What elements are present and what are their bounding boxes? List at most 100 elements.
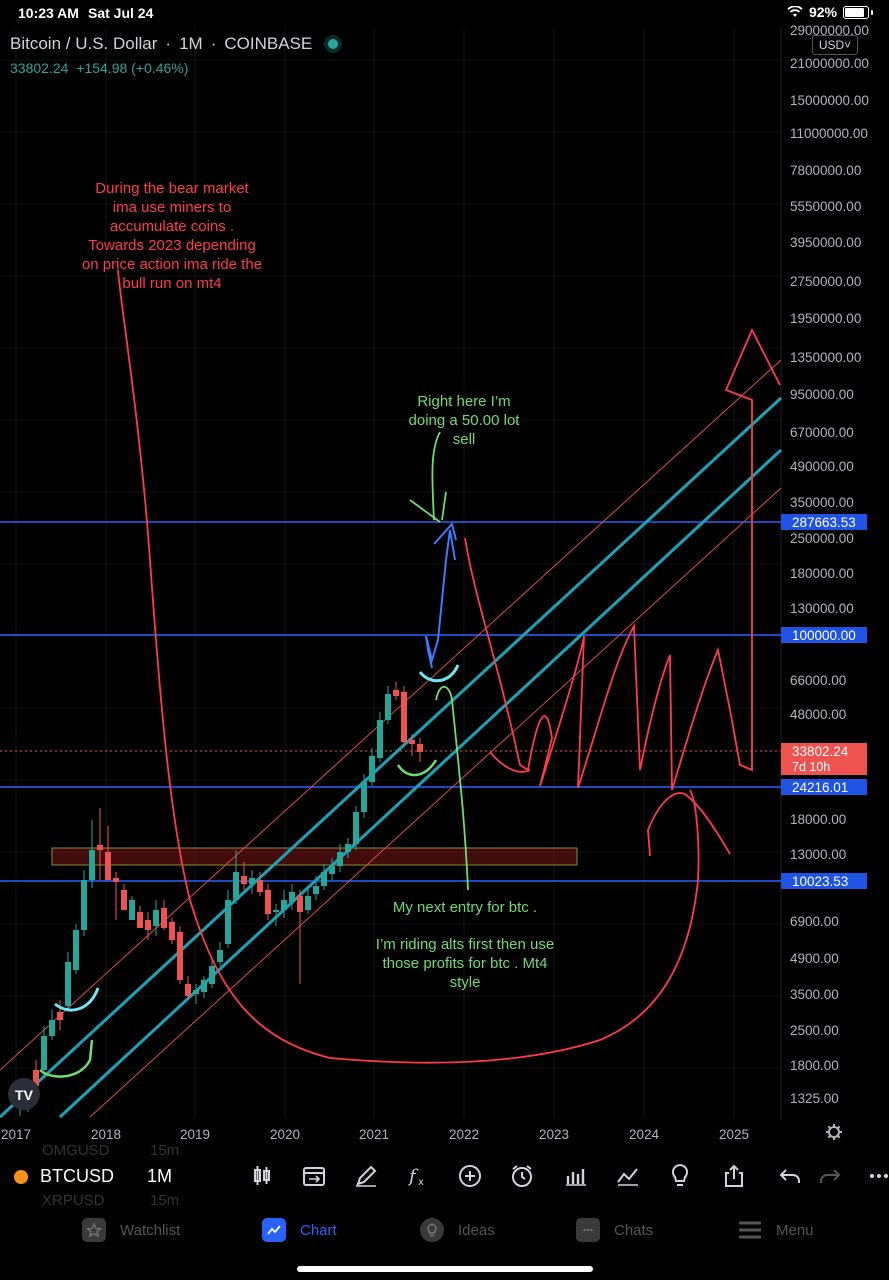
candle-body: [385, 694, 391, 720]
price-tick-label: 250000.00: [790, 531, 854, 546]
green-freehand-smile[interactable]: [396, 759, 438, 777]
nav-ideas[interactable]: Ideas: [420, 1218, 495, 1242]
interval-button[interactable]: 1M: [147, 1166, 173, 1186]
candle-body: [201, 980, 207, 992]
nav-label: Watchlist: [120, 1221, 181, 1239]
ghost-watchlist-interval: 15m: [150, 1142, 180, 1159]
interval-label[interactable]: 1M: [179, 34, 203, 53]
cyan-freehand-smile[interactable]: [54, 987, 100, 1012]
candle-body: [169, 922, 175, 940]
currency-select[interactable]: USD˅: [812, 35, 858, 55]
time-tick-label: 2025: [719, 1127, 749, 1142]
nav-watchlist[interactable]: Watchlist: [82, 1218, 180, 1242]
undo-icon[interactable]: [776, 1162, 804, 1190]
price-tick-label: 5550000.00: [790, 199, 861, 214]
time-tick-label: 2017: [1, 1127, 31, 1142]
battery-percent: 92%: [808, 4, 837, 20]
candle-body: [329, 866, 335, 874]
candle-body: [353, 812, 359, 844]
channel-mid-line[interactable]: [58, 448, 783, 1119]
green-freehand-line[interactable]: [435, 685, 469, 891]
red-freehand-stroke[interactable]: [489, 751, 531, 773]
tradingview-logo[interactable]: [8, 1078, 40, 1110]
ghost-watchlist-interval: 15m: [150, 1192, 180, 1209]
annotation-green-alts-line: I’m riding alts first then use: [376, 936, 554, 953]
nav-chart[interactable]: Chart: [262, 1218, 337, 1242]
level-price-badge: [781, 873, 867, 889]
gear-icon[interactable]: [826, 1124, 842, 1140]
cyan-freehand-smile[interactable]: [418, 664, 460, 683]
candle-body: [49, 1020, 55, 1036]
green-freehand-arrow[interactable]: [409, 431, 447, 523]
support-zone-rect[interactable]: [51, 847, 578, 866]
candle-body: [305, 896, 311, 910]
current-price-label: 33802.24: [792, 744, 849, 759]
nav-menu[interactable]: Menu: [738, 1218, 814, 1242]
level-price-label: 287663.53: [792, 515, 856, 530]
candle-body: [41, 1036, 47, 1070]
redo-icon[interactable]: [816, 1162, 844, 1190]
add-icon[interactable]: [456, 1162, 484, 1190]
function-icon[interactable]: f x: [404, 1162, 432, 1190]
candles-icon[interactable]: [248, 1162, 276, 1190]
candle-body: [105, 852, 111, 880]
price-tick-label: 3950000.00: [790, 235, 861, 250]
price-tick-label: 7800000.00: [790, 163, 861, 178]
green-freehand-smile[interactable]: [39, 1039, 94, 1078]
candle-body: [81, 880, 87, 930]
symbol-name[interactable]: Bitcoin / U.S. Dollar: [10, 34, 158, 53]
candle-body: [345, 844, 351, 852]
battery-icon: [843, 5, 869, 19]
red-freehand-zigzag[interactable]: [464, 327, 781, 791]
price-tick-label: 21000000.00: [790, 56, 869, 71]
symbol-search-button[interactable]: BTCUSD: [14, 1166, 114, 1187]
candle-body: [225, 900, 231, 944]
price-tick-label: 3500.00: [790, 987, 839, 1002]
candle-body: [321, 872, 327, 886]
candle-body: [337, 852, 343, 866]
candle-body: [297, 896, 303, 912]
candle-body: [249, 878, 255, 884]
candle-body: [393, 690, 399, 696]
wifi-icon: [787, 6, 803, 17]
nav-label: Ideas: [458, 1221, 495, 1239]
blue-freehand-arrow[interactable]: [425, 521, 457, 669]
annotation-red-note-line: bull run on mt4: [122, 275, 221, 292]
pencil-icon[interactable]: [352, 1162, 380, 1190]
level-price-label: 10023.53: [792, 874, 848, 889]
candle-body: [121, 890, 127, 910]
candle-body: [217, 950, 223, 962]
indicators-icon[interactable]: [614, 1162, 642, 1190]
annotation-red-note-line: Towards 2023 depending: [88, 237, 256, 254]
annotation-green-sell-line: sell: [453, 431, 476, 448]
bars-icon[interactable]: [562, 1162, 590, 1190]
annotation-red-note-line: ima use miners to: [113, 199, 231, 216]
nav-chats[interactable]: Chats: [576, 1218, 653, 1242]
more-icon[interactable]: [868, 1162, 889, 1190]
candle-body: [89, 850, 95, 880]
price-chart[interactable]: 29000000.00 21000000.00 15000000.00 1100000…: [0, 0, 889, 1150]
channel-lower-line[interactable]: [89, 487, 782, 1118]
red-freehand-arrow[interactable]: [647, 792, 731, 857]
channel-mid-line[interactable]: [0, 396, 783, 1119]
price-tick-label: 180000.00: [790, 566, 854, 581]
price-tick-label: 1800.00: [790, 1058, 839, 1073]
level-price-label: 24216.01: [792, 780, 848, 795]
bitcoin-icon: [14, 1169, 28, 1184]
lightbulb-icon[interactable]: [666, 1162, 694, 1190]
candle-body: [233, 872, 239, 900]
candle-body: [281, 900, 287, 910]
ghost-watchlist-symbol: OMGUSD: [42, 1142, 110, 1159]
share-icon[interactable]: [720, 1162, 748, 1190]
alarm-icon[interactable]: [508, 1162, 536, 1190]
candle-body: [113, 878, 119, 882]
bar-countdown-label: 7d 10h: [792, 760, 830, 774]
annotation-green-alts-line: style: [450, 974, 481, 991]
time-tick-label: 2023: [539, 1127, 569, 1142]
ghost-watchlist-symbol: XRPUSD: [42, 1192, 105, 1209]
red-freehand-curve[interactable]: [117, 269, 700, 1064]
time-tick-label: 2019: [180, 1127, 210, 1142]
nav-label: Menu: [776, 1221, 814, 1239]
calendar-icon[interactable]: [300, 1162, 328, 1190]
candle-body: [241, 876, 247, 884]
